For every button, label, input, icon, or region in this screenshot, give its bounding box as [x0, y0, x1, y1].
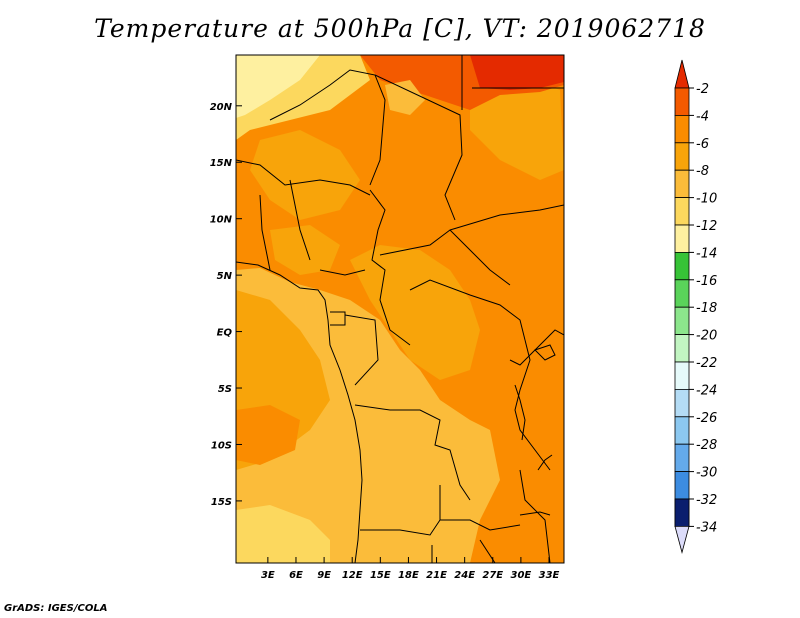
temperature-field — [236, 55, 564, 563]
border-line — [409, 279, 526, 341]
lon-tick-label: 18E — [398, 570, 419, 581]
lake-outline — [519, 511, 551, 516]
field-north-pale-patch — [385, 80, 425, 115]
colorbar-label: -12 — [696, 219, 717, 234]
border-line — [259, 194, 271, 271]
colorbar-swatch — [674, 443, 690, 473]
border-line — [319, 269, 366, 276]
latitude-axis: 20N 15N 10N 5N EQ 5S 10S 15S — [210, 102, 242, 508]
field-southeast-deep — [470, 420, 564, 563]
colorbar-label: -20 — [696, 329, 717, 344]
field-northwest-yellow — [236, 55, 320, 118]
border-line — [269, 69, 386, 186]
border-line — [509, 329, 564, 366]
colorbar-label: -32 — [696, 493, 717, 508]
border-line — [289, 179, 311, 261]
colorbar-swatch — [674, 197, 690, 226]
field-southwest-pale — [236, 505, 330, 563]
field-sahel-orange — [270, 225, 340, 275]
lon-tick-label: 27E — [482, 570, 503, 581]
colorbar-swatch — [674, 169, 690, 198]
lake-outline — [514, 384, 526, 441]
colorbar-label: -8 — [696, 164, 709, 179]
lon-tick-label: 24E — [454, 570, 475, 581]
border-line — [330, 311, 346, 326]
field-central-orange — [350, 245, 480, 380]
colorbar-swatch — [674, 416, 690, 445]
border-line — [369, 189, 411, 346]
lon-tick-label: 12E — [342, 570, 363, 581]
field-east-orange — [470, 75, 564, 180]
lon-tick-label: 30E — [511, 570, 532, 581]
colorbar-swatch — [674, 224, 690, 253]
colorbar-swatch — [674, 388, 690, 418]
border-line — [519, 469, 551, 563]
lat-tick-label: 10S — [211, 440, 232, 451]
colorbar-label: -14 — [696, 246, 717, 261]
colorbar-label: -6 — [696, 137, 709, 152]
field-southwest-deep — [236, 405, 300, 465]
longitude-axis: 3E 6E 9E 12E 15E 18E 21E 24E 27E 30E 33E — [261, 557, 560, 581]
lon-tick-label: 33E — [539, 570, 560, 581]
border-line — [344, 314, 379, 386]
chart-title: Temperature at 500hPa [C], VT: 201906271… — [94, 14, 706, 43]
colorbar-swatch — [674, 306, 690, 336]
field-north-orange — [250, 130, 360, 220]
colorbar-top-triangle — [674, 59, 690, 89]
colorbar-label: -18 — [696, 301, 717, 316]
colorbar-swatch — [674, 471, 690, 500]
colorbar-swatch — [674, 115, 690, 144]
colorbar-swatch — [674, 142, 690, 171]
lat-tick-label: 10N — [210, 215, 233, 226]
colorbar-label: -30 — [696, 466, 717, 481]
colorbar-label: -10 — [696, 192, 717, 207]
colorbar-swatch — [674, 334, 690, 363]
lat-tick-label: 20N — [210, 102, 233, 113]
colorbar-label: -28 — [696, 438, 717, 453]
border-line — [374, 74, 463, 221]
border-line — [439, 485, 521, 531]
border-line — [354, 404, 471, 501]
colorbar-swatch — [674, 361, 690, 390]
country-borders — [236, 55, 564, 563]
colorbar-swatch — [674, 251, 690, 281]
lat-tick-label: 5N — [217, 271, 233, 282]
lon-tick-label: 3E — [261, 570, 275, 581]
colorbar-swatch — [674, 498, 690, 527]
lat-tick-label: 15N — [210, 158, 233, 169]
border-line — [379, 229, 511, 286]
lat-tick-label: EQ — [217, 328, 233, 339]
colorbar-label: -26 — [696, 411, 717, 426]
colorbar-swatch — [674, 87, 690, 116]
grads-credit: GrADS: IGES/COLA — [4, 603, 108, 614]
colorbar: -2 -4 -6 -8 -10 -12 -14 -16 -18 -20 -22 -24 -26 -28 -3… — [674, 59, 717, 554]
colorbar-label: -2 — [696, 82, 709, 97]
colorbar-bottom-triangle — [674, 526, 690, 554]
border-line — [236, 159, 371, 196]
lake-outline — [537, 454, 553, 471]
lon-tick-label: 21E — [426, 570, 447, 581]
field-north-red — [470, 55, 564, 90]
coastline-west-africa — [236, 261, 363, 563]
lon-tick-label: 15E — [370, 570, 391, 581]
lat-tick-label: 15S — [211, 497, 232, 508]
lat-tick-label: 5S — [218, 384, 232, 395]
border-line — [514, 339, 551, 471]
lake-outline — [534, 344, 556, 361]
map-frame — [235, 54, 565, 564]
border-line — [360, 519, 441, 536]
lon-tick-label: 9E — [317, 570, 331, 581]
field-south-light — [236, 268, 564, 563]
colorbar-label: -24 — [696, 383, 717, 398]
colorbar-label: -22 — [696, 356, 717, 371]
colorbar-label: -16 — [696, 274, 717, 289]
lon-tick-label: 6E — [289, 570, 303, 581]
colorbar-label: -34 — [696, 520, 717, 535]
colorbar-label: -4 — [696, 109, 709, 124]
border-line — [449, 204, 564, 231]
colorbar-swatch — [674, 279, 690, 308]
